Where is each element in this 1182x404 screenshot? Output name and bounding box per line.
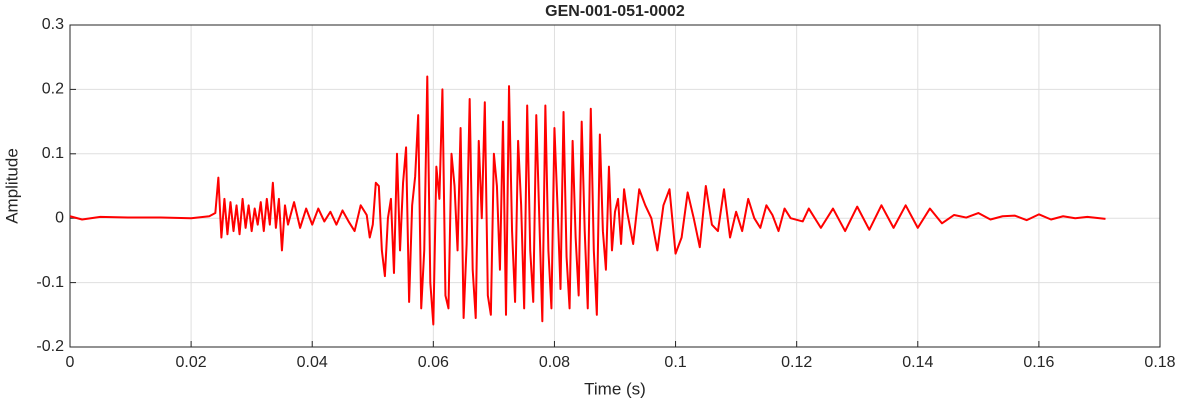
- axes-box: [69, 24, 1161, 348]
- x-axis-label: Time (s): [584, 379, 646, 398]
- x-tick-label: 0.04: [297, 354, 328, 371]
- y-tick-label: 0: [55, 209, 64, 226]
- x-tick-label: 0.1: [664, 354, 686, 371]
- x-tick-label: 0.16: [1023, 354, 1054, 371]
- y-tick-label: 0.1: [42, 145, 64, 162]
- x-tick-label: 0.02: [176, 354, 207, 371]
- y-tick-label: -0.1: [36, 274, 64, 291]
- chart-title: GEN-001-051-0002: [545, 3, 685, 20]
- x-tick-label: 0.14: [902, 354, 933, 371]
- x-tick-label: 0.06: [418, 354, 449, 371]
- y-tick-label: -0.2: [36, 338, 64, 355]
- x-tick-label: 0: [66, 354, 75, 371]
- y-tick-label: 0.2: [42, 81, 64, 98]
- waveform-line: [69, 75, 1106, 326]
- x-tick-label: 0.12: [781, 354, 812, 371]
- plot-area: [70, 25, 1160, 347]
- x-tick-label: 0.08: [539, 354, 570, 371]
- y-tick-label: 0.3: [42, 16, 64, 33]
- y-axis-label: Amplitude: [2, 148, 21, 224]
- x-tick-label: 0.18: [1144, 354, 1175, 371]
